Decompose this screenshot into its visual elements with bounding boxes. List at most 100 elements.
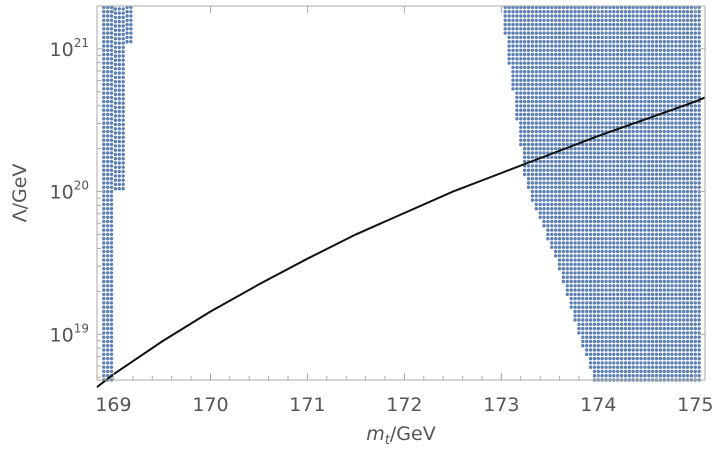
scatter-point — [635, 318, 639, 322]
scatter-point — [604, 249, 608, 254]
scatter-point — [689, 301, 694, 305]
scatter-point — [557, 254, 562, 258]
scatter-point — [592, 232, 597, 237]
scatter-point — [106, 61, 110, 65]
scatter-point — [585, 91, 589, 95]
scatter-point — [596, 361, 600, 365]
scatter-point — [682, 61, 686, 65]
scatter-point — [608, 14, 612, 18]
scatter-point — [693, 194, 697, 198]
scatter-point — [561, 78, 566, 82]
scatter-point — [596, 164, 600, 168]
scatter-point — [654, 356, 659, 361]
scatter-point — [542, 112, 546, 117]
scatter-point — [109, 57, 114, 61]
scatter-point — [102, 228, 106, 232]
scatter-point — [643, 78, 647, 82]
scatter-point — [608, 181, 612, 185]
scatter-point — [561, 61, 566, 65]
scatter-point — [616, 374, 620, 378]
scatter-point — [670, 10, 674, 14]
scatter-point — [604, 348, 608, 352]
x-axis-ticks: 169 170 171 172 173 174 175 — [95, 6, 712, 416]
scatter-point — [526, 112, 531, 117]
scatter-point — [647, 262, 651, 267]
scatter-point — [526, 164, 531, 168]
scatter-point — [102, 138, 106, 142]
scatter-point — [685, 151, 690, 155]
scatter-point — [647, 322, 651, 326]
scatter-point — [689, 326, 694, 331]
scatter-point — [588, 279, 593, 284]
scatter-point — [511, 31, 515, 35]
scatter-point — [565, 254, 569, 258]
scatter-point — [117, 187, 122, 191]
scatter-point — [616, 70, 620, 74]
scatter-point — [117, 11, 122, 15]
scatter-point — [662, 344, 666, 348]
scatter-point — [654, 339, 659, 344]
scatter-point — [662, 258, 666, 262]
scatter-point — [581, 181, 585, 185]
scatter-point — [581, 318, 585, 322]
scatter-point — [600, 104, 604, 108]
scatter-point — [550, 125, 554, 129]
scatter-point — [654, 219, 659, 224]
scatter-point — [585, 99, 589, 104]
scatter-point — [608, 168, 612, 172]
scatter-point — [534, 65, 538, 70]
scatter-point — [519, 138, 523, 142]
scatter-point — [627, 27, 632, 31]
scatter-point — [554, 70, 558, 74]
scatter-point — [654, 117, 659, 121]
scatter-point — [678, 361, 682, 365]
scatter-point — [631, 211, 635, 215]
scatter-point — [674, 57, 678, 61]
scatter-point — [662, 245, 666, 249]
scatter-point — [619, 254, 624, 258]
scatter-point — [585, 219, 589, 224]
scatter-point — [650, 78, 655, 82]
scatter-point — [585, 168, 589, 172]
scatter-point — [647, 142, 651, 147]
scatter-point — [619, 271, 624, 275]
scatter-point — [627, 10, 632, 14]
scatter-point — [106, 292, 110, 297]
scatter-point — [530, 82, 535, 87]
scatter-point — [616, 326, 620, 331]
scatter-point — [526, 57, 531, 61]
scatter-point — [693, 125, 697, 129]
scatter-point — [627, 35, 632, 40]
scatter-point — [581, 40, 585, 44]
scatter-point — [522, 22, 527, 27]
scatter-point — [600, 369, 604, 374]
scatter-point — [561, 142, 566, 147]
scatter-point — [565, 104, 569, 108]
scatter-point — [666, 10, 670, 14]
scatter-point — [650, 348, 655, 352]
scatter-point — [511, 82, 515, 87]
scatter-point — [639, 314, 643, 318]
scatter-point — [113, 169, 118, 174]
scatter-point — [109, 117, 114, 121]
scatter-point — [573, 258, 577, 262]
scatter-point — [685, 189, 690, 194]
scatter-point — [550, 27, 554, 31]
scatter-point — [102, 207, 106, 211]
scatter-point — [561, 14, 566, 18]
scatter-point — [674, 121, 678, 125]
scatter-point — [550, 194, 554, 198]
scatter-point — [608, 155, 612, 159]
scatter-point — [109, 44, 114, 48]
scatter-point — [109, 70, 114, 74]
scatter-point — [592, 279, 597, 284]
scatter-point — [612, 189, 616, 194]
scatter-point — [612, 232, 616, 237]
scatter-point — [102, 74, 106, 78]
scatter-point — [674, 70, 678, 74]
scatter-point — [522, 14, 527, 18]
scatter-point — [519, 65, 523, 70]
scatter-point — [697, 228, 701, 232]
scatter-point — [654, 335, 659, 339]
